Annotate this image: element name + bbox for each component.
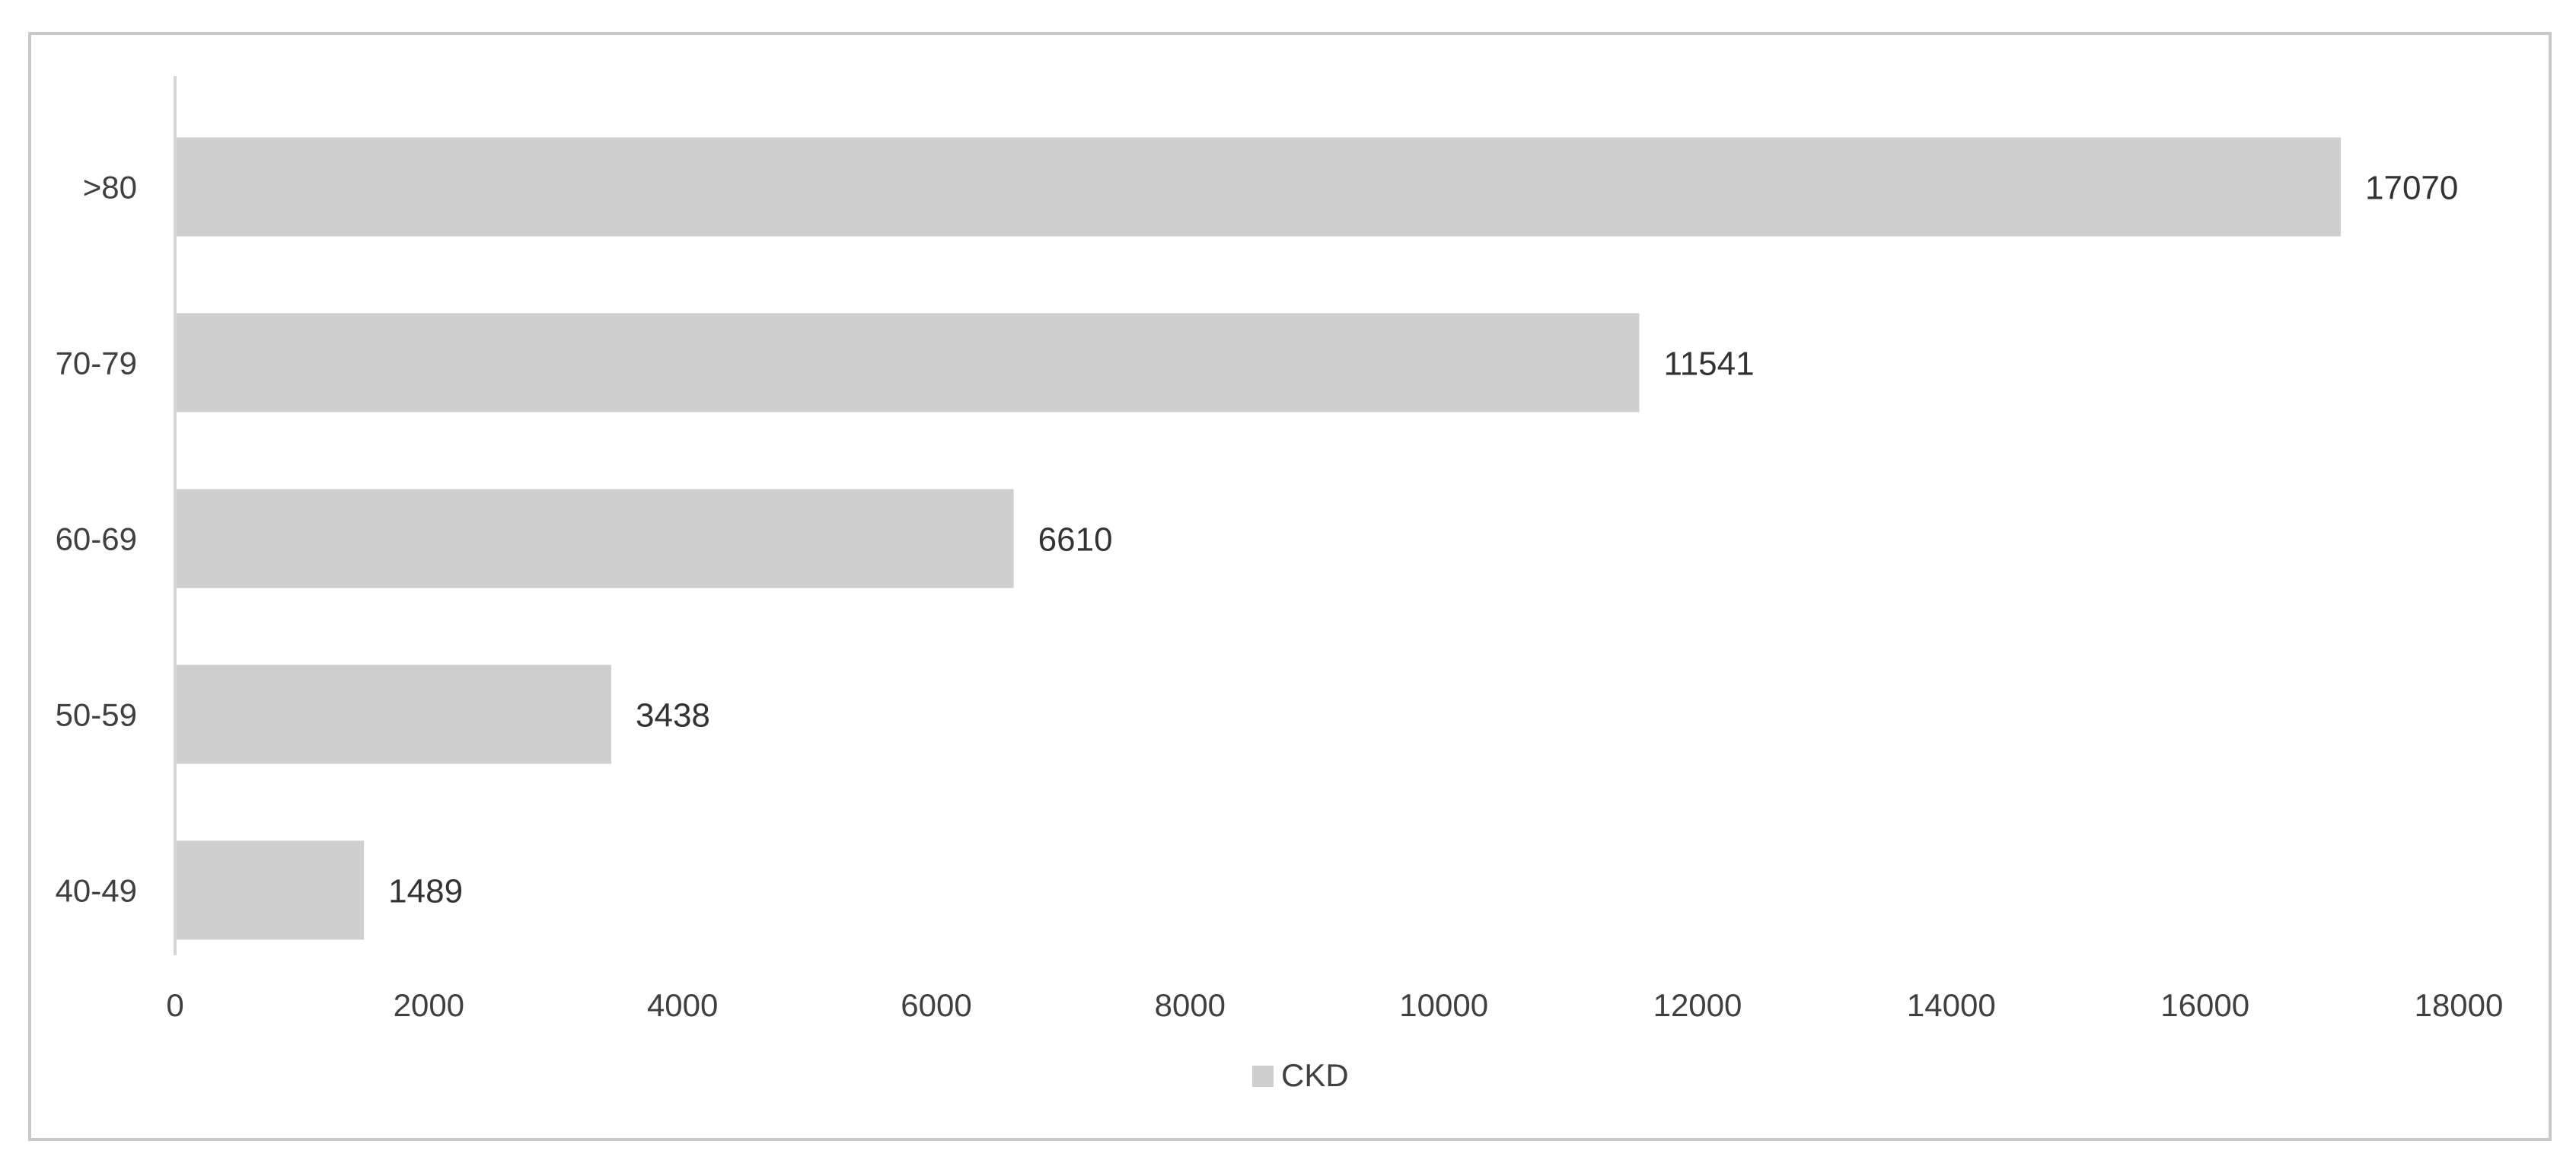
x-tick-label: 0 [166,987,183,1023]
data-label: 17070 [2365,170,2458,207]
x-tick-label: 14000 [1907,987,1996,1023]
data-label: 11541 [1664,346,1755,383]
data-label: 1489 [388,873,463,910]
category-label: 70-79 [56,346,137,381]
legend: CKD [1252,1057,1349,1093]
x-tick-label: 2000 [394,987,464,1023]
category-label: 40-49 [56,873,137,909]
x-tick-label: 16000 [2160,987,2249,1023]
bar-40-49 [175,840,365,940]
x-tick-label: 6000 [901,987,971,1023]
category-label: 50-59 [56,697,137,733]
x-tick-label: 18000 [2415,987,2504,1023]
bar-60-69 [175,489,1014,588]
x-tick-labels: 0 2000 4000 6000 8000 10000 12000 14000 16000 180… [166,987,2503,1023]
category-label: 60-69 [56,521,137,557]
x-tick-label: 4000 [647,987,718,1023]
bars-layer [175,137,2341,940]
bar-gt80 [175,137,2341,237]
x-tick-label: 10000 [1399,987,1488,1023]
x-tick-label: 8000 [1155,987,1226,1023]
data-label: 3438 [636,697,710,735]
category-label: >80 [83,170,137,206]
legend-swatch [1252,1066,1274,1087]
bar-50-59 [175,664,611,764]
legend-label: CKD [1281,1057,1349,1093]
x-tick-label: 12000 [1653,987,1742,1023]
category-labels: 40-49 50-59 60-69 70-79 >80 [56,170,137,909]
data-labels: 1489 3438 6610 11541 17070 [388,170,2458,910]
data-label: 6610 [1038,521,1113,559]
bar-70-79 [175,313,1640,413]
